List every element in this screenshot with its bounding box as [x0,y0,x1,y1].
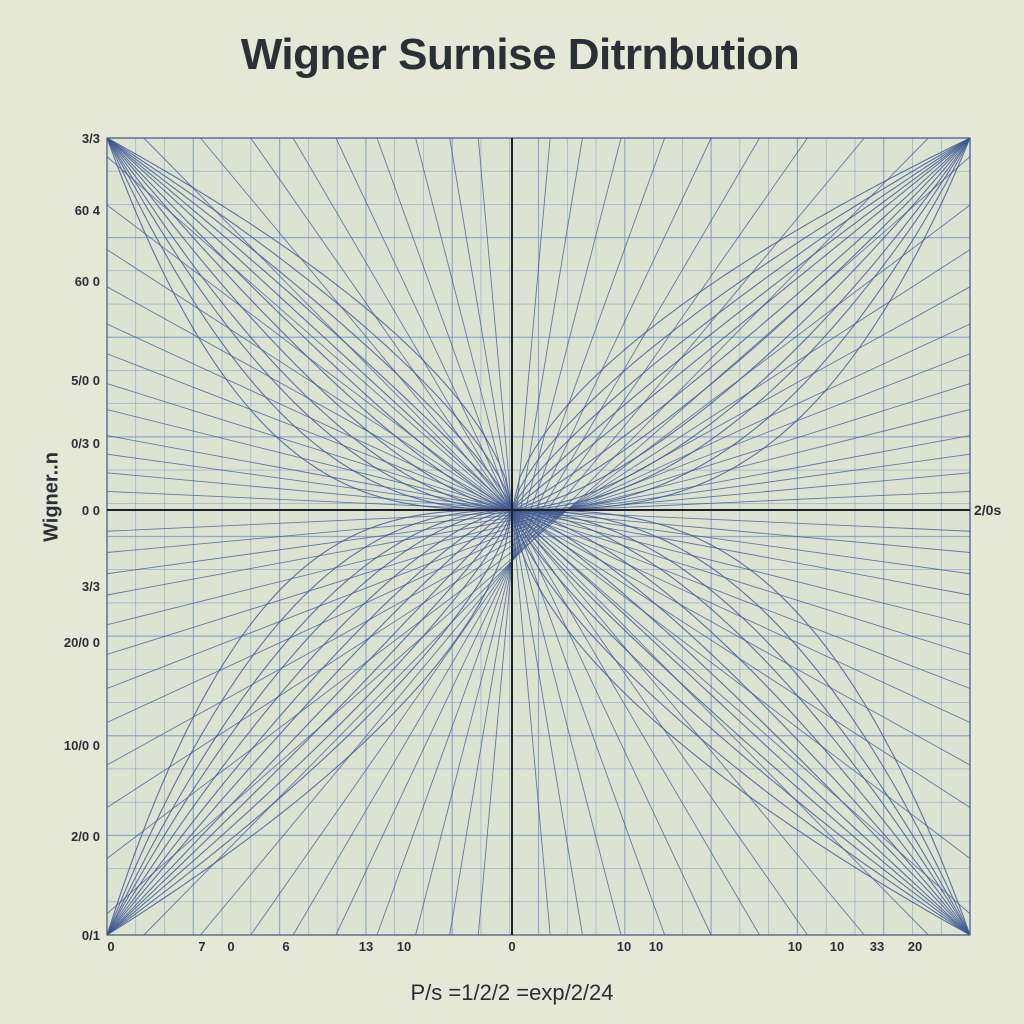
curve-line [511,509,971,936]
curve-line [511,509,971,936]
x-tick-label: 20 [908,939,922,954]
curve-line [511,509,971,936]
curves [106,137,971,936]
y-tick-label: 5/0 0 [71,373,100,388]
curve-line [511,137,971,511]
curve-line [511,509,971,936]
ray-line [106,383,971,655]
y-axis-label: Wigner..n [40,452,63,542]
curve-line [106,137,513,511]
x-tick-label: 13 [359,939,373,954]
curve-line [106,509,513,936]
plot-frame [106,137,971,936]
curve-line [106,137,513,511]
curve-line [106,137,513,511]
y-tick-label: 3/3 [82,131,100,146]
curve-line [511,509,971,936]
curve-line [106,509,513,936]
y-tick-label: 2/0 0 [71,829,100,844]
x-tick-label: 7 [198,939,205,954]
curve-line [511,137,971,511]
y-tick-label: 20/0 0 [64,635,100,650]
tick-labels: 3/360 460 05/0 00/3 00 03/320/0 010/0 02… [64,131,1002,954]
y-tick-label: 0/3 0 [71,436,100,451]
x-tick-label: 0 [107,939,114,954]
curve-line [511,509,971,936]
x-tick-label: 10 [830,939,844,954]
curve-line [511,137,971,511]
ray-line [449,137,583,936]
curve-line [512,509,971,936]
curve-line [512,137,971,511]
curve-line [511,137,971,511]
ray-line [415,137,622,936]
x-tick-label: 0 [227,939,234,954]
curve-line [106,137,513,511]
ray-line [143,137,929,936]
curve-line [106,509,513,936]
curve-line [512,137,971,511]
x-tick-label: 10 [649,939,663,954]
curve-line [106,509,513,936]
curve-line [106,137,512,511]
y-tick-label: 10/0 0 [64,738,100,753]
curve-line [511,137,971,511]
chart-title: Wigner Surnise Ditrnbution [240,30,800,79]
curve-line [511,137,971,511]
curve-line [106,137,512,511]
curve-line [512,509,971,936]
curve-line [106,137,513,511]
x-tick-label: 33 [870,939,884,954]
curve-line [106,509,513,936]
curve-line [511,137,971,511]
curve-line [106,137,513,511]
ray-line [106,204,971,859]
ray-line [335,137,712,936]
curve-line [511,509,971,936]
y-tick-label: 60 4 [75,203,101,218]
curve-line [511,137,971,511]
curve-line [106,137,513,511]
curve-line [106,137,513,511]
x-axis-end-label: 2/0s [974,502,1001,518]
curve-line [106,137,513,511]
curve-line [106,509,513,936]
curve-line [511,137,971,511]
x-tick-label: 0 [508,939,515,954]
axes [106,137,971,936]
y-tick-label: 60 0 [75,274,100,289]
ray-line [250,137,808,936]
ray-line [106,409,971,626]
curve-line [106,509,513,936]
curve-line [106,509,512,936]
curve-line [106,509,512,936]
y-tick-label: 0/1 [82,928,100,943]
curve-line [511,509,971,936]
curve-line [106,509,513,936]
curve-line [106,509,513,936]
x-tick-label: 10 [617,939,631,954]
y-tick-label: 0 0 [82,503,100,518]
curve-line [106,137,513,511]
curve-line [511,137,971,511]
ray-line [106,453,971,575]
curve-line [511,509,971,936]
ray-line [477,137,551,936]
curve-line [511,509,971,936]
x-tick-label: 10 [788,939,802,954]
x-tick-label: 6 [282,939,289,954]
x-axis-label: P/s =1/2/2 =exp/2/24 [410,980,614,1005]
x-tick-label: 10 [397,939,411,954]
y-tick-label: 3/3 [82,579,100,594]
curve-line [106,509,513,936]
